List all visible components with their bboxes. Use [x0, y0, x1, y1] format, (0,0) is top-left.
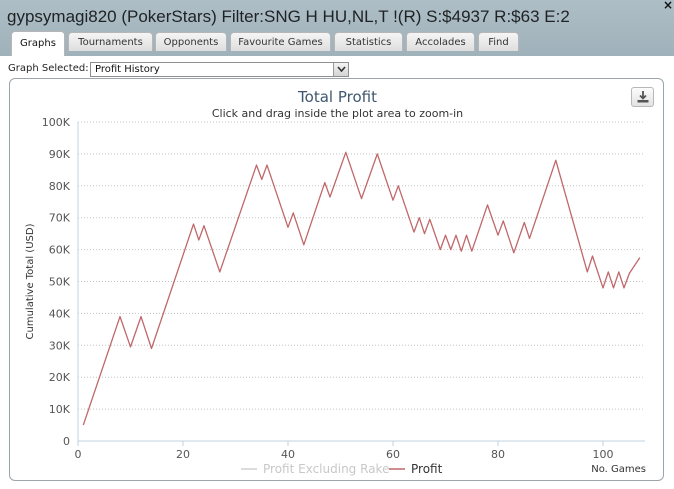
- export-button[interactable]: [631, 87, 654, 107]
- download-icon: [637, 91, 649, 103]
- title-bar[interactable]: gypsymagi820 (PokerStars) Filter:SNG H H…: [0, 0, 674, 56]
- x-tick-label: 60: [386, 448, 400, 461]
- window-title: gypsymagi820 (PokerStars) Filter:SNG H H…: [7, 7, 570, 26]
- y-tick-label: 40K: [49, 307, 71, 320]
- close-icon[interactable]: ×: [663, 0, 674, 12]
- graph-select-dropdown[interactable]: Profit History: [90, 62, 349, 77]
- chart-subtitle: Click and drag inside the plot area to z…: [211, 107, 464, 120]
- y-tick-label: 10K: [49, 403, 71, 416]
- x-axis-title: No. Games: [591, 464, 646, 475]
- y-tick-label: 50K: [49, 276, 71, 289]
- tab-graphs[interactable]: Graphs: [11, 31, 65, 56]
- x-tick-label: 80: [491, 448, 505, 461]
- y-tick-label: 30K: [49, 339, 71, 352]
- tab-find[interactable]: Find: [478, 32, 519, 51]
- x-tick-label: 100: [593, 448, 614, 461]
- y-tick-label: 60K: [49, 244, 71, 257]
- chart-title: Total Profit: [298, 88, 377, 106]
- legend-item-label: Profit Excluding Rake: [263, 462, 389, 476]
- tab-tournaments[interactable]: Tournaments: [68, 32, 153, 51]
- x-tick-label: 20: [176, 448, 190, 461]
- y-tick-label: 100K: [42, 116, 71, 129]
- dropdown-button[interactable]: [333, 63, 348, 76]
- tab-opponents[interactable]: Opponents: [155, 32, 227, 51]
- profit-chart[interactable]: 0 10K 20K 30K 40K 50K 60K 70K 80K 90K 100K 0 20 40 60 8…: [10, 79, 665, 482]
- x-tick-label: 40: [281, 448, 295, 461]
- tab-accolades[interactable]: Accolades: [406, 32, 475, 51]
- y-tick-label: 80K: [49, 180, 71, 193]
- y-tick-label: 20K: [49, 371, 71, 384]
- tab-favourite-games[interactable]: Favourite Games: [230, 32, 331, 51]
- chart-panel[interactable]: Total Profit Click and drag inside the p…: [9, 78, 664, 481]
- tab-bar: Graphs Tournaments Opponents Favourite G…: [0, 31, 674, 56]
- y-tick-label: 70K: [49, 212, 71, 225]
- y-tick-label: 90K: [49, 148, 71, 161]
- chevron-down-icon: [337, 66, 346, 73]
- graph-select-label: Graph Selected:: [8, 63, 89, 74]
- y-tick-label: 0: [63, 435, 70, 448]
- graph-select-value: Profit History: [95, 64, 160, 75]
- series-line-1: [82, 151, 641, 426]
- y-axis-title: Cumulative Total (USD): [25, 223, 36, 339]
- legend-item-label: Profit: [411, 462, 443, 476]
- tab-statistics[interactable]: Statistics: [334, 32, 403, 51]
- x-tick-label: 0: [75, 448, 82, 461]
